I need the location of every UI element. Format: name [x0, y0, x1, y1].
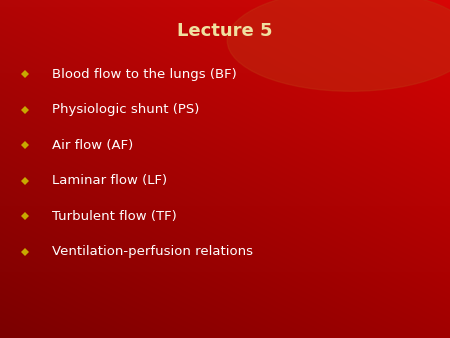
Text: Laminar flow (LF): Laminar flow (LF) — [52, 174, 167, 187]
Ellipse shape — [227, 0, 450, 91]
Text: Physiologic shunt (PS): Physiologic shunt (PS) — [52, 103, 199, 116]
Text: Ventilation-perfusion relations: Ventilation-perfusion relations — [52, 245, 253, 258]
Text: Turbulent flow (TF): Turbulent flow (TF) — [52, 210, 176, 223]
Text: Air flow (AF): Air flow (AF) — [52, 139, 133, 152]
Text: Blood flow to the lungs (BF): Blood flow to the lungs (BF) — [52, 68, 237, 81]
Text: Lecture 5: Lecture 5 — [177, 22, 273, 40]
